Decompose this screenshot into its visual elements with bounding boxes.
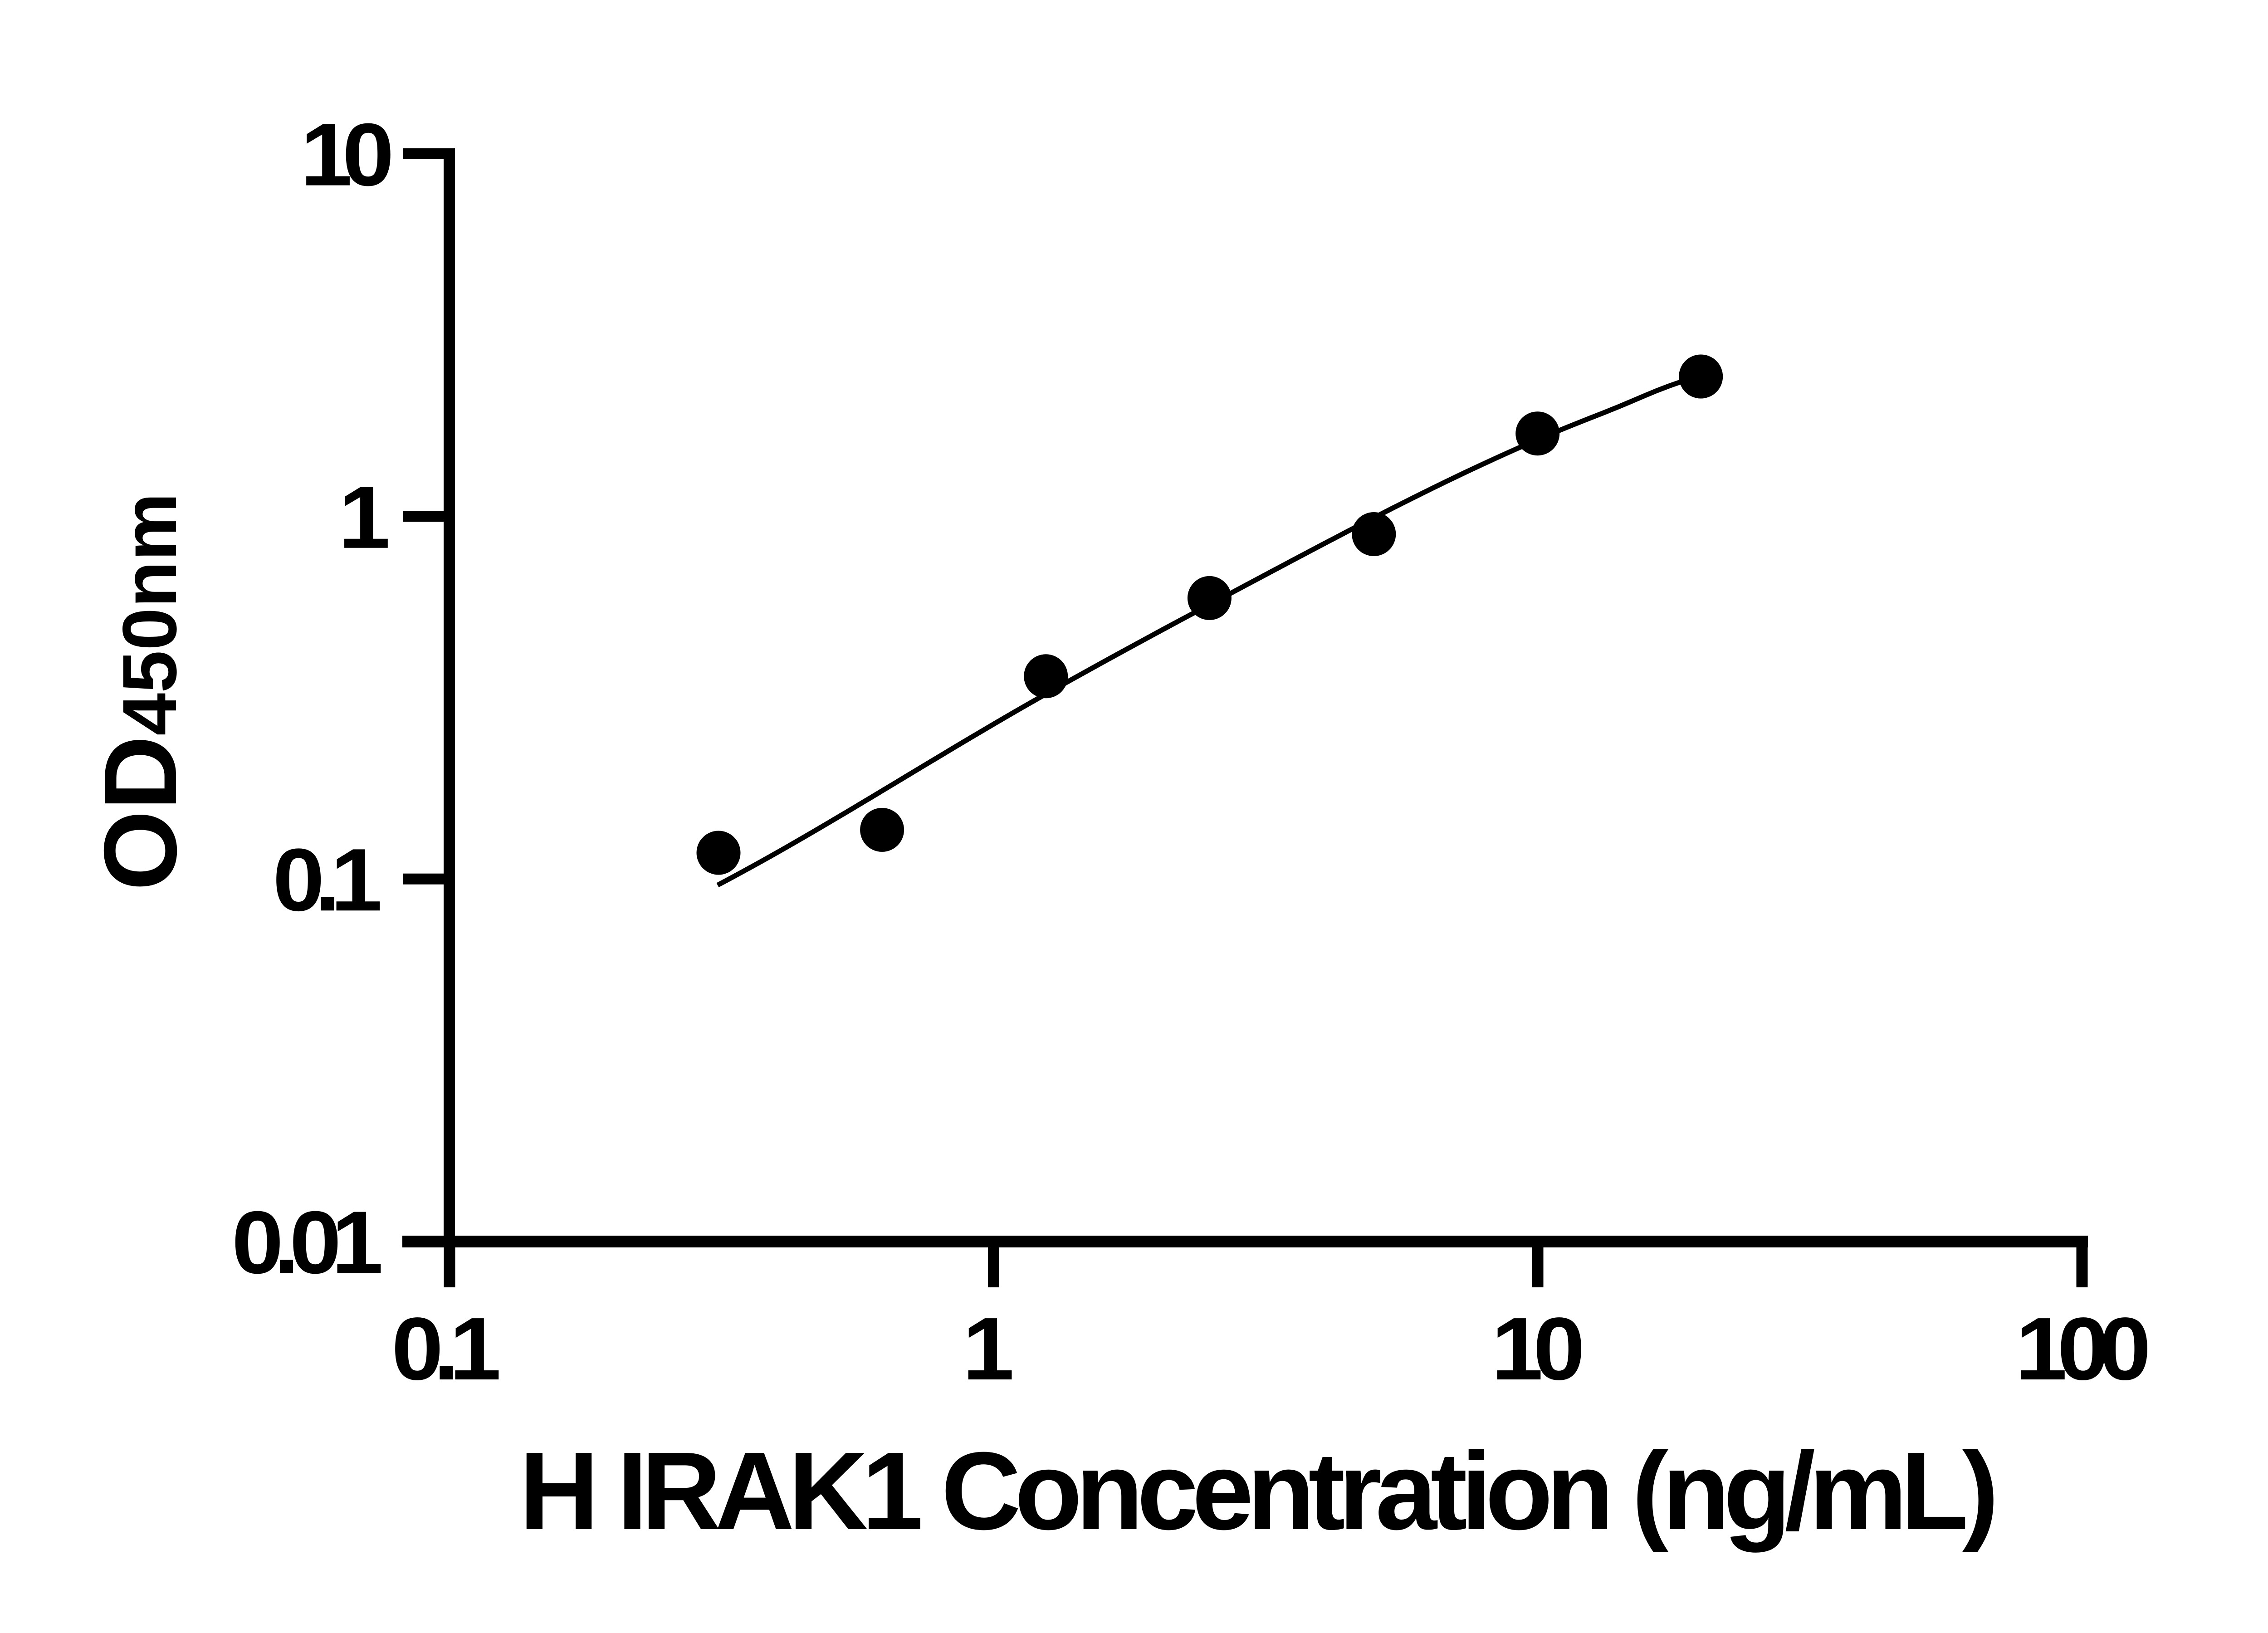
svg-text:10: 10	[300, 105, 391, 204]
svg-text:0.1: 0.1	[391, 1299, 499, 1398]
svg-text:10: 10	[1491, 1299, 1582, 1398]
svg-text:100: 100	[2015, 1299, 2147, 1398]
svg-text:0.01: 0.01	[232, 1193, 381, 1292]
svg-text:0.1: 0.1	[273, 830, 380, 929]
svg-text:H IRAK1 Concentration (ng/mL): H IRAK1 Concentration (ng/mL)	[519, 1429, 1994, 1553]
svg-text:OD450nm: OD450nm	[83, 493, 198, 890]
